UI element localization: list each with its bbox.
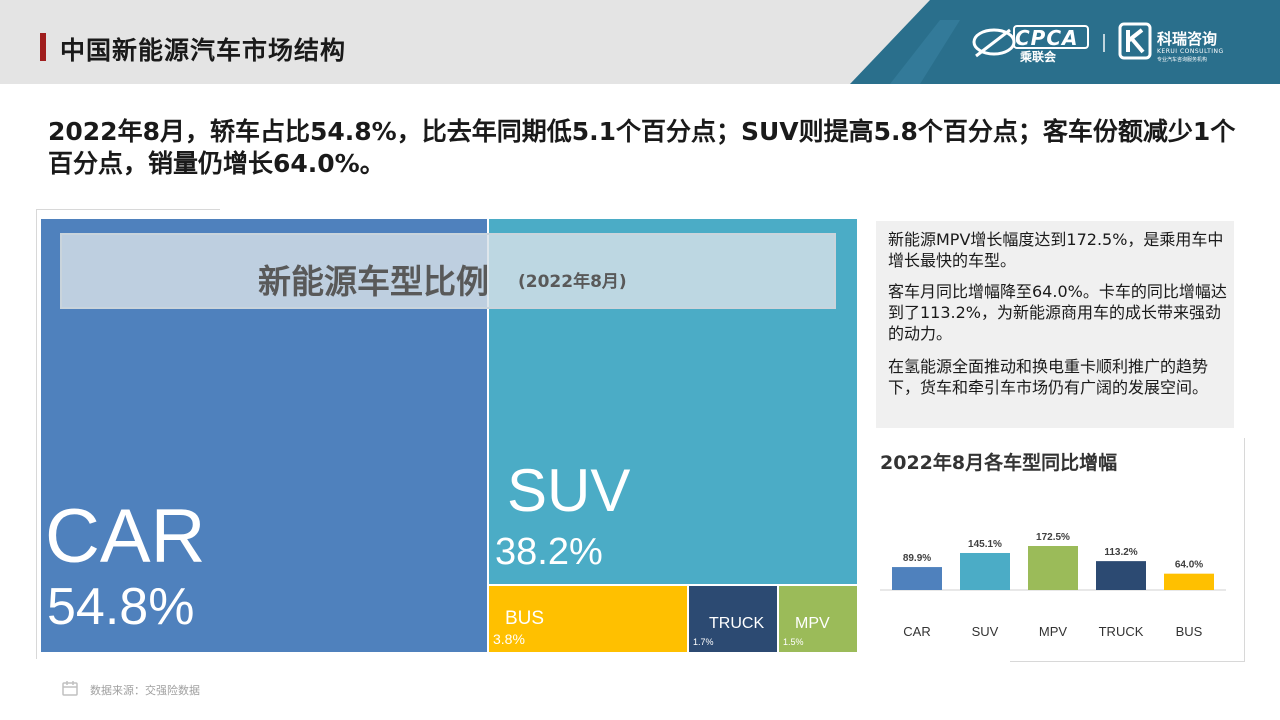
treemap-tile-truck: TRUCK 1.7% [689, 586, 777, 652]
bar-category-label-car: CAR [903, 624, 930, 639]
tile-value-car: 54.8% [47, 578, 195, 636]
tile-label-truck: TRUCK [709, 615, 765, 632]
bar-category-label-mpv: MPV [1039, 624, 1068, 639]
bar-chart-title: 2022年8月各车型同比增幅 [880, 452, 1118, 474]
page-title: 中国新能源汽车市场结构 [60, 36, 347, 65]
bar-mpv [1028, 546, 1078, 590]
treemap-tile-bus: BUS 3.8% [489, 586, 687, 652]
logo-panel-shape [850, 0, 1280, 84]
calendar-icon [62, 681, 78, 696]
bar-category-label-suv: SUV [972, 624, 999, 639]
note-paragraph: 新能源MPV增长幅度达到172.5%，是乘用车中增长最快的车型。 [888, 230, 1224, 270]
notes-box: 新能源MPV增长幅度达到172.5%，是乘用车中增长最快的车型。 客车月同比增幅… [876, 221, 1234, 428]
tile-value-bus: 3.8% [493, 631, 525, 647]
bar-category-label-bus: BUS [1176, 624, 1203, 639]
logo-divider [1103, 34, 1105, 52]
bar-value-label-suv: 145.1% [968, 539, 1002, 550]
tile-value-truck: 1.7% [693, 637, 714, 647]
cpca-logo-cn: 乘联会 [1020, 50, 1057, 64]
tile-value-mpv: 1.5% [783, 637, 804, 647]
logo-panel [850, 0, 1280, 84]
tile-label-mpv: MPV [795, 615, 830, 632]
treemap-title: 新能源车型比例 [258, 262, 489, 301]
bar-chart-frame-line [1244, 438, 1245, 662]
treemap-subtitle: (2022年8月) [518, 272, 627, 292]
tile-value-suv: 38.2% [495, 531, 603, 573]
growth-bar-chart: 89.9% CAR 145.1% SUV 172.5% MPV 113.2% TRUCK 64.… [880, 532, 1226, 639]
bar-car [892, 567, 942, 590]
treemap-tile-mpv: MPV 1.5% [779, 586, 857, 652]
note-paragraph: 客车月同比增幅降至64.0%。卡车的同比增幅达到了113.2%，为新能源商用车的… [888, 282, 1227, 343]
bar-category-label-truck: TRUCK [1099, 624, 1144, 639]
title-accent-bar [40, 33, 46, 61]
kerui-logo-icon [1118, 22, 1152, 60]
tile-label-bus: BUS [505, 608, 545, 629]
cpca-logo-text: CPCA [1015, 26, 1079, 50]
tile-label-suv: SUV [507, 457, 631, 524]
kerui-logo-text: 科瑞咨询 [1157, 30, 1218, 48]
bar-chart-frame-line [1010, 661, 1245, 662]
data-source: 数据来源：交强险数据 [90, 684, 200, 697]
kerui-logo-tagline: 专业汽车咨询服务机构 [1157, 57, 1208, 63]
bar-value-label-car: 89.9% [903, 553, 931, 564]
headline: 2022年8月，轿车占比54.8%，比去年同期低5.1个百分点；SUV则提高5.… [48, 117, 1236, 178]
bar-bus [1164, 573, 1214, 590]
note-paragraph: 在氢能源全面推动和换电重卡顺利推广的趋势下，货车和牵引车市场仍有广阔的发展空间。 [888, 357, 1209, 397]
treemap-frame-line [36, 209, 220, 210]
treemap-title-box: 新能源车型比例 (2022年8月) [60, 233, 836, 309]
cpca-logo-icon [972, 25, 1089, 58]
kerui-logo-en: KERUI CONSULTING [1157, 48, 1224, 55]
bar-suv [960, 552, 1010, 590]
bar-value-label-truck: 113.2% [1104, 547, 1137, 558]
treemap-frame-line [36, 209, 37, 659]
bar-value-label-bus: 64.0% [1175, 560, 1203, 571]
bar-value-label-mpv: 172.5% [1036, 532, 1070, 543]
tile-label-car: CAR [45, 494, 206, 579]
header-band: 中国新能源汽车市场结构 CPCA 乘联会 科瑞咨询 KERUI CONSULTI… [0, 0, 1280, 84]
bar-truck [1096, 561, 1146, 590]
